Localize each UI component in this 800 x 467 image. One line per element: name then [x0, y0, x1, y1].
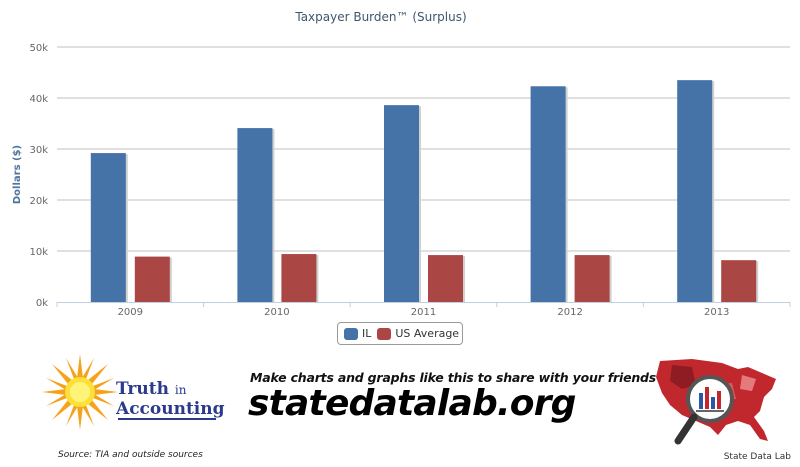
legend-item-il[interactable]: IL: [344, 327, 371, 340]
x-tick-label: 2013: [704, 307, 729, 318]
legend-label-us-average: US Average: [395, 327, 460, 340]
tia-logo-line1-small: in: [174, 383, 187, 397]
usa-map-magnifier-icon: [656, 359, 776, 445]
tia-source-note: Source: TIA and outside sources: [58, 450, 203, 460]
tia-logo-line1: Truth: [116, 379, 169, 399]
x-tick-label: 2011: [411, 307, 436, 318]
bar-us-average: [428, 255, 463, 302]
x-tick-label: 2009: [118, 307, 143, 318]
y-tick-label: 40k: [29, 94, 48, 105]
tia-logo-line2: Accounting: [116, 399, 225, 419]
bar-il: [530, 86, 566, 303]
y-axis-title: Dollars ($): [12, 145, 23, 204]
legend-swatch-us-average: [377, 327, 392, 340]
sun-logo-icon: [42, 354, 118, 430]
tia-logo-text: Truth in Accounting: [116, 380, 225, 419]
chart-legend: IL US Average: [337, 322, 463, 345]
bar-us-average: [134, 256, 170, 302]
chart-svg: Taxpayer Burden™ (Surplus) 0k 10k 20k 30k 40k…: [12, 10, 791, 318]
tia-logo-underline: [118, 418, 216, 420]
legend-label-il: IL: [362, 327, 372, 340]
y-tick-label: 30k: [29, 145, 48, 156]
y-tick-label: 50k: [29, 43, 48, 54]
bar-us-average: [281, 254, 317, 302]
bar-il: [90, 153, 126, 302]
bar-il: [237, 128, 273, 302]
y-tick-label: 20k: [29, 196, 48, 207]
legend-item-us-average[interactable]: US Average: [377, 327, 459, 340]
bar-il: [677, 80, 713, 303]
y-tick-label: 10k: [29, 247, 48, 258]
legend-swatch-il: [344, 327, 358, 340]
y-tick-label: 0k: [36, 298, 48, 309]
promo-tagline: Make charts and graphs like this to shar…: [250, 370, 675, 385]
state-data-lab-label: State Data Lab: [723, 452, 791, 462]
x-tick-label: 2010: [264, 307, 289, 318]
bar-il: [384, 105, 419, 302]
bar-us-average: [574, 255, 610, 302]
promo-domain-link[interactable]: statedatalab.org: [248, 383, 576, 424]
x-tick-label: 2012: [557, 307, 582, 318]
bar-us-average: [721, 260, 757, 302]
chart-area: Taxpayer Burden™ (Surplus) 0k 10k 20k 30k 40k…: [12, 10, 791, 318]
chart-title: Taxpayer Burden™ (Surplus): [294, 10, 466, 24]
